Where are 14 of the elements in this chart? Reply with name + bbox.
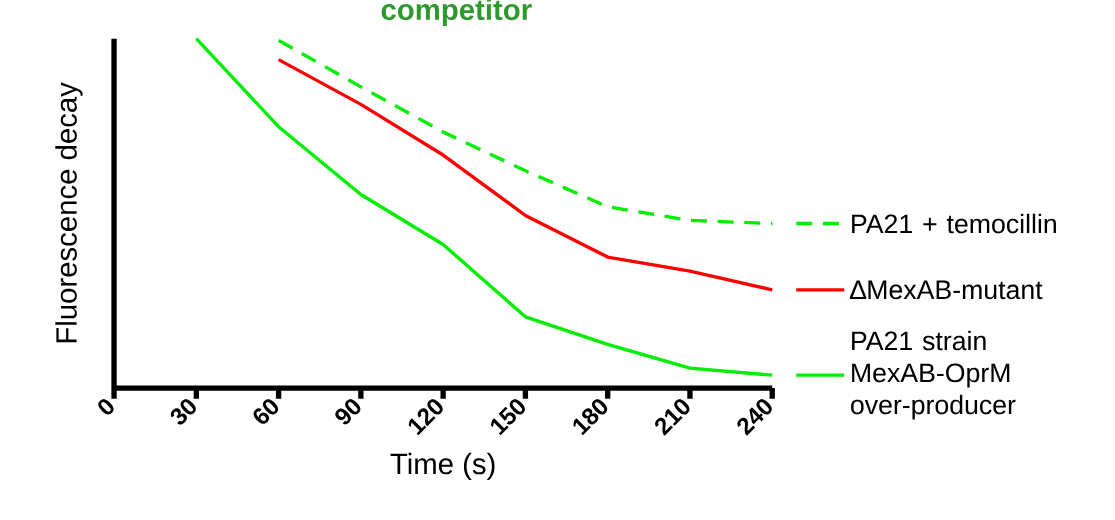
legend-label: PA21 strain MexAB-OprM over-producer — [851, 330, 1016, 420]
x-tick-label: 150 — [490, 399, 525, 436]
x-tick-label: 180 — [573, 399, 608, 436]
legend-label: ∆MexAB-mutant — [849, 280, 1043, 300]
x-tick-label: 240 — [737, 399, 772, 436]
x-tick-label: 120 — [408, 399, 443, 436]
x-tick-label: 60 — [253, 399, 279, 424]
y-axis-title: Fluorescence decay — [55, 82, 83, 343]
x-tick-label: 90 — [335, 399, 361, 425]
x-tick-label: 0 — [98, 399, 114, 415]
x-tick-label: 30 — [170, 399, 196, 425]
x-tick-label: 210 — [655, 399, 690, 436]
x-axis-title: Time (s) — [390, 452, 495, 481]
legend-label: PA21 + temocillin — [852, 213, 1056, 234]
